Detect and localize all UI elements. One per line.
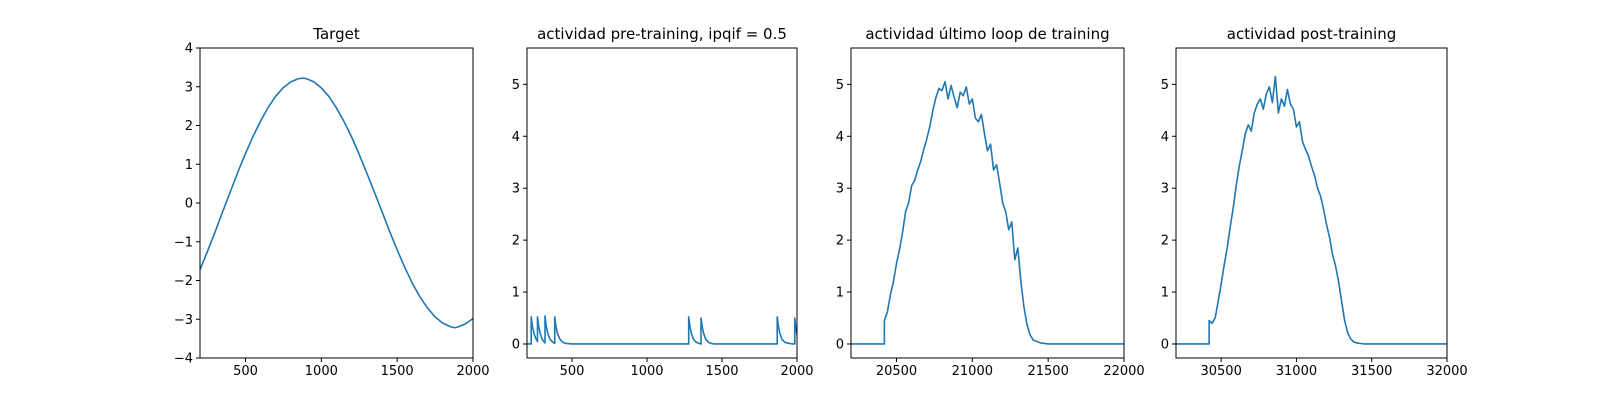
x-tick-label: 31000 — [1276, 364, 1317, 379]
chart-title: actividad pre-training, ipqif = 0.5 — [537, 25, 787, 43]
y-tick-label: 3 — [836, 182, 844, 197]
axes-frame — [526, 47, 798, 359]
y-tick-label: 4 — [836, 130, 844, 145]
axes-frame — [199, 47, 474, 359]
x-tick-label: 30500 — [1200, 364, 1241, 379]
x-tick-label: 31500 — [1351, 364, 1392, 379]
y-tick-label: 3 — [512, 182, 520, 197]
y-tick-label: 1 — [1161, 286, 1169, 301]
y-tick-label: 4 — [1161, 130, 1169, 145]
y-tick-label: 2 — [512, 234, 520, 249]
x-tick-label: 1500 — [381, 364, 414, 379]
x-tick-label: 32000 — [1426, 364, 1467, 379]
y-tick-label: 3 — [1161, 182, 1169, 197]
y-tick-label: −2 — [174, 274, 193, 289]
chart-panel-3: 20500 21000 21500 22000 0 1 2 3 4 5 actividad últi… — [836, 25, 1145, 379]
y-tick-label: 1 — [836, 286, 844, 301]
y-tick-label: 4 — [512, 130, 520, 145]
y-tick-label: 5 — [1161, 78, 1169, 93]
x-tick-label: 1000 — [305, 364, 338, 379]
x-tick-label: 2000 — [780, 364, 813, 379]
x-tick-label: 21000 — [952, 364, 993, 379]
y-tick-label: −1 — [174, 235, 193, 250]
y-tick-label: 0 — [1161, 337, 1169, 352]
series-line-1 — [851, 80, 1124, 345]
y-tick-label: 5 — [512, 78, 520, 93]
x-tick-label: 21500 — [1027, 364, 1068, 379]
x-tick-label: 2000 — [456, 364, 489, 379]
chart-title: actividad último loop de training — [865, 25, 1109, 43]
y-tick-label: 2 — [836, 234, 844, 249]
series-line-1 — [527, 315, 797, 345]
y-tick-label: 5 — [836, 78, 844, 93]
chart-panel-4: 30500 31000 31500 32000 0 1 2 3 4 5 actividad post… — [1161, 25, 1468, 379]
y-tick-label: 0 — [512, 337, 520, 352]
y-tick-label: 4 — [185, 42, 193, 57]
x-tick-label: 500 — [233, 364, 258, 379]
y-tick-label: 1 — [185, 158, 193, 173]
y-tick-label: 2 — [185, 119, 193, 134]
y-tick-label: −3 — [174, 313, 193, 328]
series-line-1 — [1176, 75, 1447, 345]
x-tick-label: 20500 — [876, 364, 917, 379]
axes-frame — [1175, 47, 1448, 359]
axes-frame — [850, 47, 1125, 359]
chart-title: Target — [312, 25, 360, 43]
y-tick-label: 2 — [1161, 234, 1169, 249]
x-tick-label: 1500 — [705, 364, 738, 379]
chart-panel-1: 500 1000 1500 2000 −4 −3 −2 −1 0 1 2 3 4 Target — [174, 25, 490, 379]
y-tick-label: 0 — [185, 197, 193, 212]
y-tick-label: 1 — [512, 286, 520, 301]
y-tick-label: −4 — [174, 352, 193, 367]
x-tick-label: 500 — [560, 364, 585, 379]
chart-panel-2: 500 1000 1500 2000 0 1 2 3 4 5 actividad pre-train… — [512, 25, 814, 379]
y-tick-label: 0 — [836, 337, 844, 352]
series-line-1 — [200, 77, 473, 329]
x-tick-label: 22000 — [1103, 364, 1144, 379]
x-tick-label: 1000 — [630, 364, 663, 379]
y-tick-label: 3 — [185, 80, 193, 95]
chart-title: actividad post-training — [1227, 25, 1396, 43]
